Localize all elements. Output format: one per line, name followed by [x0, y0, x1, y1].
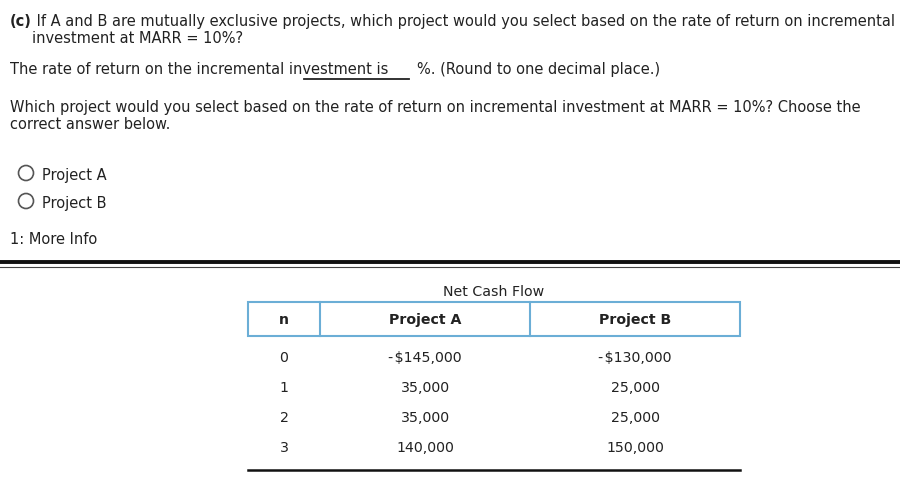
Text: (c): (c): [10, 14, 32, 29]
Text: 1: More Info: 1: More Info: [10, 232, 97, 247]
Text: Which project would you select based on the rate of return on incremental invest: Which project would you select based on …: [10, 100, 860, 132]
Text: Net Cash Flow: Net Cash Flow: [444, 285, 544, 299]
Text: 140,000: 140,000: [396, 441, 454, 455]
Text: 0: 0: [280, 351, 288, 365]
Text: 25,000: 25,000: [610, 381, 660, 395]
Text: If A and B are mutually exclusive projects, which project would you select based: If A and B are mutually exclusive projec…: [32, 14, 895, 46]
Text: Project A: Project A: [42, 168, 106, 183]
Text: 35,000: 35,000: [400, 411, 450, 425]
Text: Project A: Project A: [389, 313, 461, 327]
Text: The rate of return on the incremental investment is: The rate of return on the incremental in…: [10, 62, 389, 77]
Text: Project B: Project B: [42, 196, 106, 211]
Text: - $130,000: - $130,000: [598, 351, 671, 365]
Text: n: n: [279, 313, 289, 327]
Text: 3: 3: [280, 441, 289, 455]
Text: 150,000: 150,000: [606, 441, 664, 455]
Text: - $145,000: - $145,000: [388, 351, 462, 365]
Text: 2: 2: [280, 411, 288, 425]
Text: 35,000: 35,000: [400, 381, 450, 395]
Text: 1: 1: [280, 381, 288, 395]
Text: %. (Round to one decimal place.): %. (Round to one decimal place.): [417, 62, 660, 77]
Text: 25,000: 25,000: [610, 411, 660, 425]
Text: Project B: Project B: [598, 313, 671, 327]
Bar: [248, 302, 740, 336]
